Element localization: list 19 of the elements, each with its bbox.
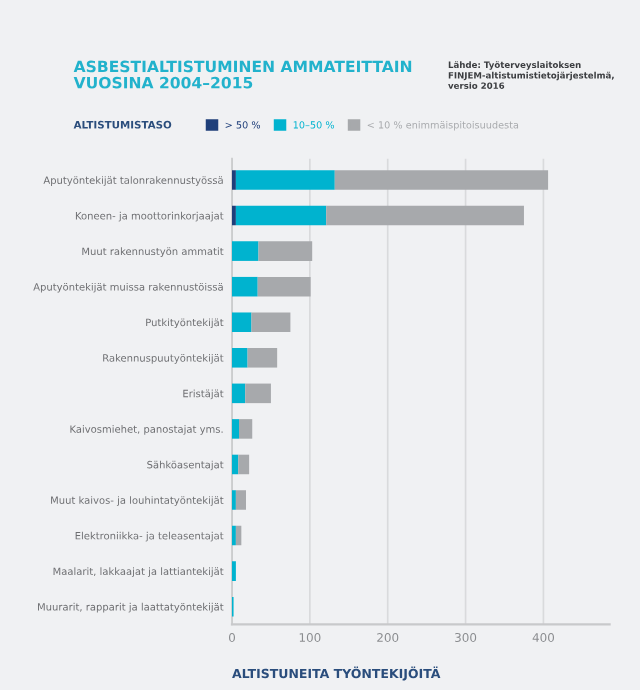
- bar: [235, 170, 335, 190]
- bar: [232, 383, 246, 404]
- bar: [326, 205, 524, 226]
- bar: [232, 312, 252, 333]
- bar: [238, 454, 250, 475]
- bar: [232, 419, 240, 439]
- bar: [239, 419, 253, 439]
- bar: [258, 241, 313, 261]
- bar: [232, 276, 258, 297]
- bar: [232, 348, 248, 368]
- bar: [251, 312, 291, 333]
- bar: [257, 276, 311, 297]
- bar: [334, 170, 549, 190]
- bar: [232, 241, 259, 261]
- bar: [245, 383, 271, 404]
- bar: [232, 454, 239, 475]
- bar: [247, 348, 278, 368]
- bar: [235, 490, 247, 510]
- bar: [235, 205, 327, 226]
